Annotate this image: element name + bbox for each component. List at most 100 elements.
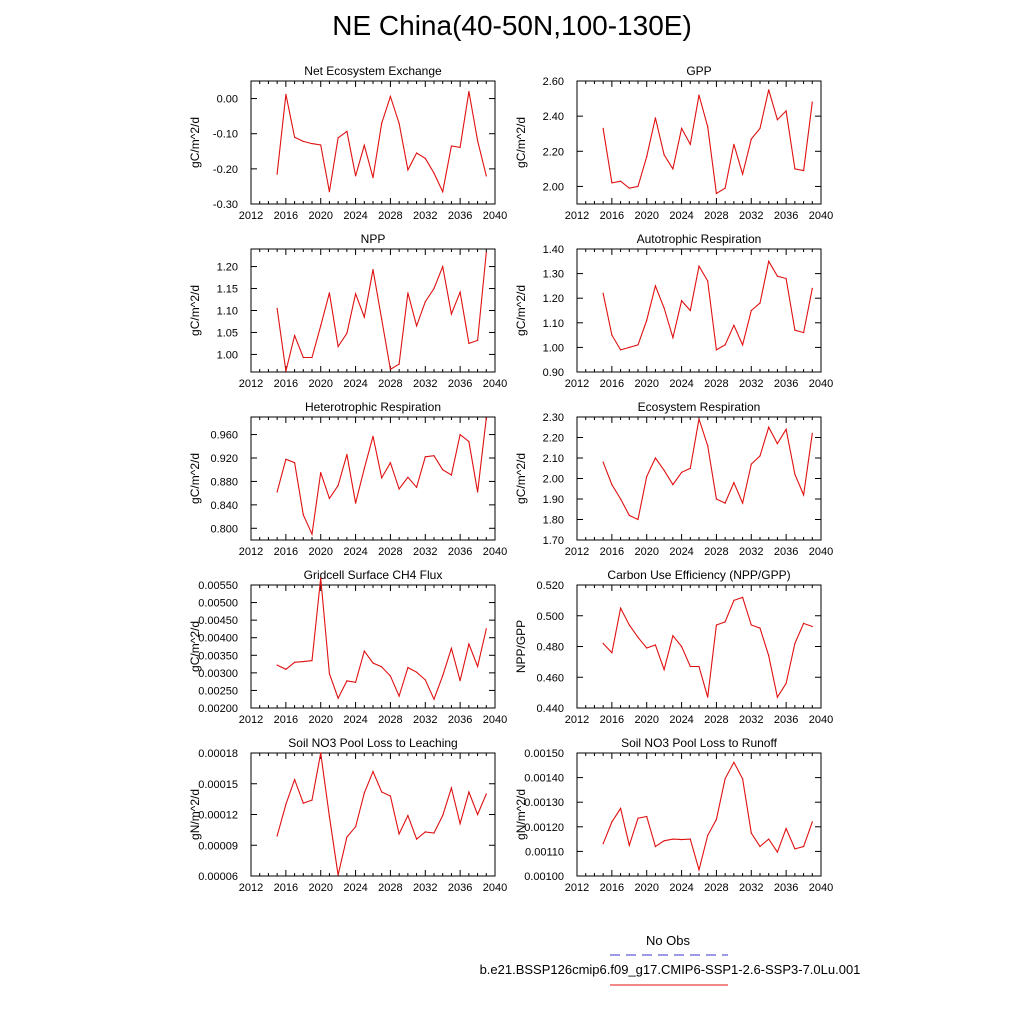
y-tick-label: 0.00110	[525, 846, 564, 858]
y-axis-label: gC/m^2/d	[514, 117, 528, 168]
data-point	[654, 457, 657, 459]
plot-frame	[576, 752, 822, 877]
series-line	[276, 252, 487, 372]
data-point	[363, 792, 365, 794]
data-point	[602, 461, 604, 463]
data-point	[768, 426, 770, 428]
x-tick-label: 2020	[308, 210, 332, 222]
y-tick-label: -0.30	[213, 199, 238, 211]
data-point	[355, 681, 357, 683]
data-point	[794, 848, 796, 850]
data-point	[803, 332, 805, 334]
data-point	[733, 324, 735, 326]
panel-title: Soil NO3 Pool Loss to Runoff	[621, 736, 778, 750]
data-point	[276, 173, 278, 175]
data-point	[681, 839, 683, 841]
data-point	[811, 432, 813, 434]
x-tick-label: 2016	[600, 546, 624, 558]
x-tick-label: 2012	[565, 210, 589, 222]
data-point	[707, 445, 709, 447]
data-point	[707, 696, 709, 698]
y-tick-label: 0.500	[536, 611, 564, 623]
data-point	[398, 695, 400, 697]
data-point	[320, 144, 322, 146]
data-point	[663, 669, 665, 671]
y-tick-label: 0.520	[536, 580, 564, 592]
data-point	[398, 122, 400, 124]
x-tick-label: 2012	[565, 378, 589, 390]
data-point	[285, 668, 287, 670]
data-point	[433, 287, 435, 290]
x-tick-label: 2028	[378, 882, 402, 894]
y-tick-label: -0.20	[213, 164, 238, 176]
data-point	[689, 838, 691, 840]
data-point	[628, 346, 630, 348]
x-tick-label: 2012	[565, 546, 589, 558]
data-point	[477, 491, 479, 493]
x-tick-label: 2036	[448, 882, 472, 894]
data-point	[803, 494, 805, 496]
y-axis-label: gN/m^2/d	[514, 789, 528, 840]
x-tick-label: 2016	[274, 210, 298, 222]
data-point	[416, 152, 418, 154]
data-point	[424, 157, 426, 159]
data-point	[328, 815, 330, 818]
data-point	[346, 130, 348, 132]
data-point	[663, 307, 665, 309]
data-point	[707, 834, 709, 837]
data-point	[672, 337, 674, 339]
data-point	[698, 665, 700, 668]
data-point	[294, 462, 296, 464]
data-point	[628, 187, 630, 189]
data-point	[750, 309, 752, 312]
data-point	[468, 441, 470, 443]
data-point	[294, 779, 296, 781]
x-tick-label: 2016	[600, 714, 624, 726]
y-tick-label: 0.00500	[198, 598, 238, 610]
data-point	[337, 874, 339, 876]
data-point	[724, 621, 726, 623]
data-point	[715, 349, 718, 351]
y-tick-label: 1.90	[543, 494, 564, 506]
data-point	[372, 770, 374, 773]
panel-title: Autotrophic Respiration	[637, 232, 762, 246]
data-point	[407, 169, 409, 171]
y-tick-label: 0.00018	[198, 748, 238, 760]
x-tick-label: 2032	[739, 378, 763, 390]
series-line	[276, 577, 487, 701]
y-tick-label: 0.00200	[198, 703, 238, 715]
data-point	[768, 838, 770, 840]
x-tick-label: 2012	[565, 714, 589, 726]
y-tick-label: 0.00350	[198, 650, 238, 662]
data-point	[646, 319, 648, 321]
y-tick-label: 0.960	[210, 430, 238, 442]
data-point	[363, 650, 365, 652]
data-point	[803, 622, 805, 625]
data-point	[681, 645, 683, 648]
x-tick-label: 2020	[308, 378, 332, 390]
data-point	[320, 325, 322, 327]
data-point	[355, 175, 357, 177]
data-point	[803, 845, 805, 848]
data-point	[328, 191, 330, 193]
y-tick-label: 1.05	[217, 327, 238, 339]
panel-6: Ecosystem Respiration gC/m^2/d 2012 2016 202…	[514, 400, 833, 558]
data-point	[337, 345, 339, 348]
data-point	[450, 787, 452, 789]
data-point	[742, 778, 744, 780]
x-tick-label: 2040	[483, 378, 507, 390]
data-point	[450, 145, 452, 147]
data-point	[311, 533, 313, 535]
x-tick-label: 2036	[448, 378, 472, 390]
data-point	[794, 168, 796, 170]
panel-5: Heterotrophic Respiration gC/m^2/d 2012 201…	[188, 400, 507, 558]
data-point	[681, 127, 683, 129]
x-tick-label: 2028	[704, 882, 728, 894]
x-tick-label: 2016	[274, 882, 298, 894]
data-point	[628, 514, 630, 517]
data-point	[320, 577, 322, 579]
data-point	[424, 301, 426, 303]
data-point	[785, 428, 787, 430]
